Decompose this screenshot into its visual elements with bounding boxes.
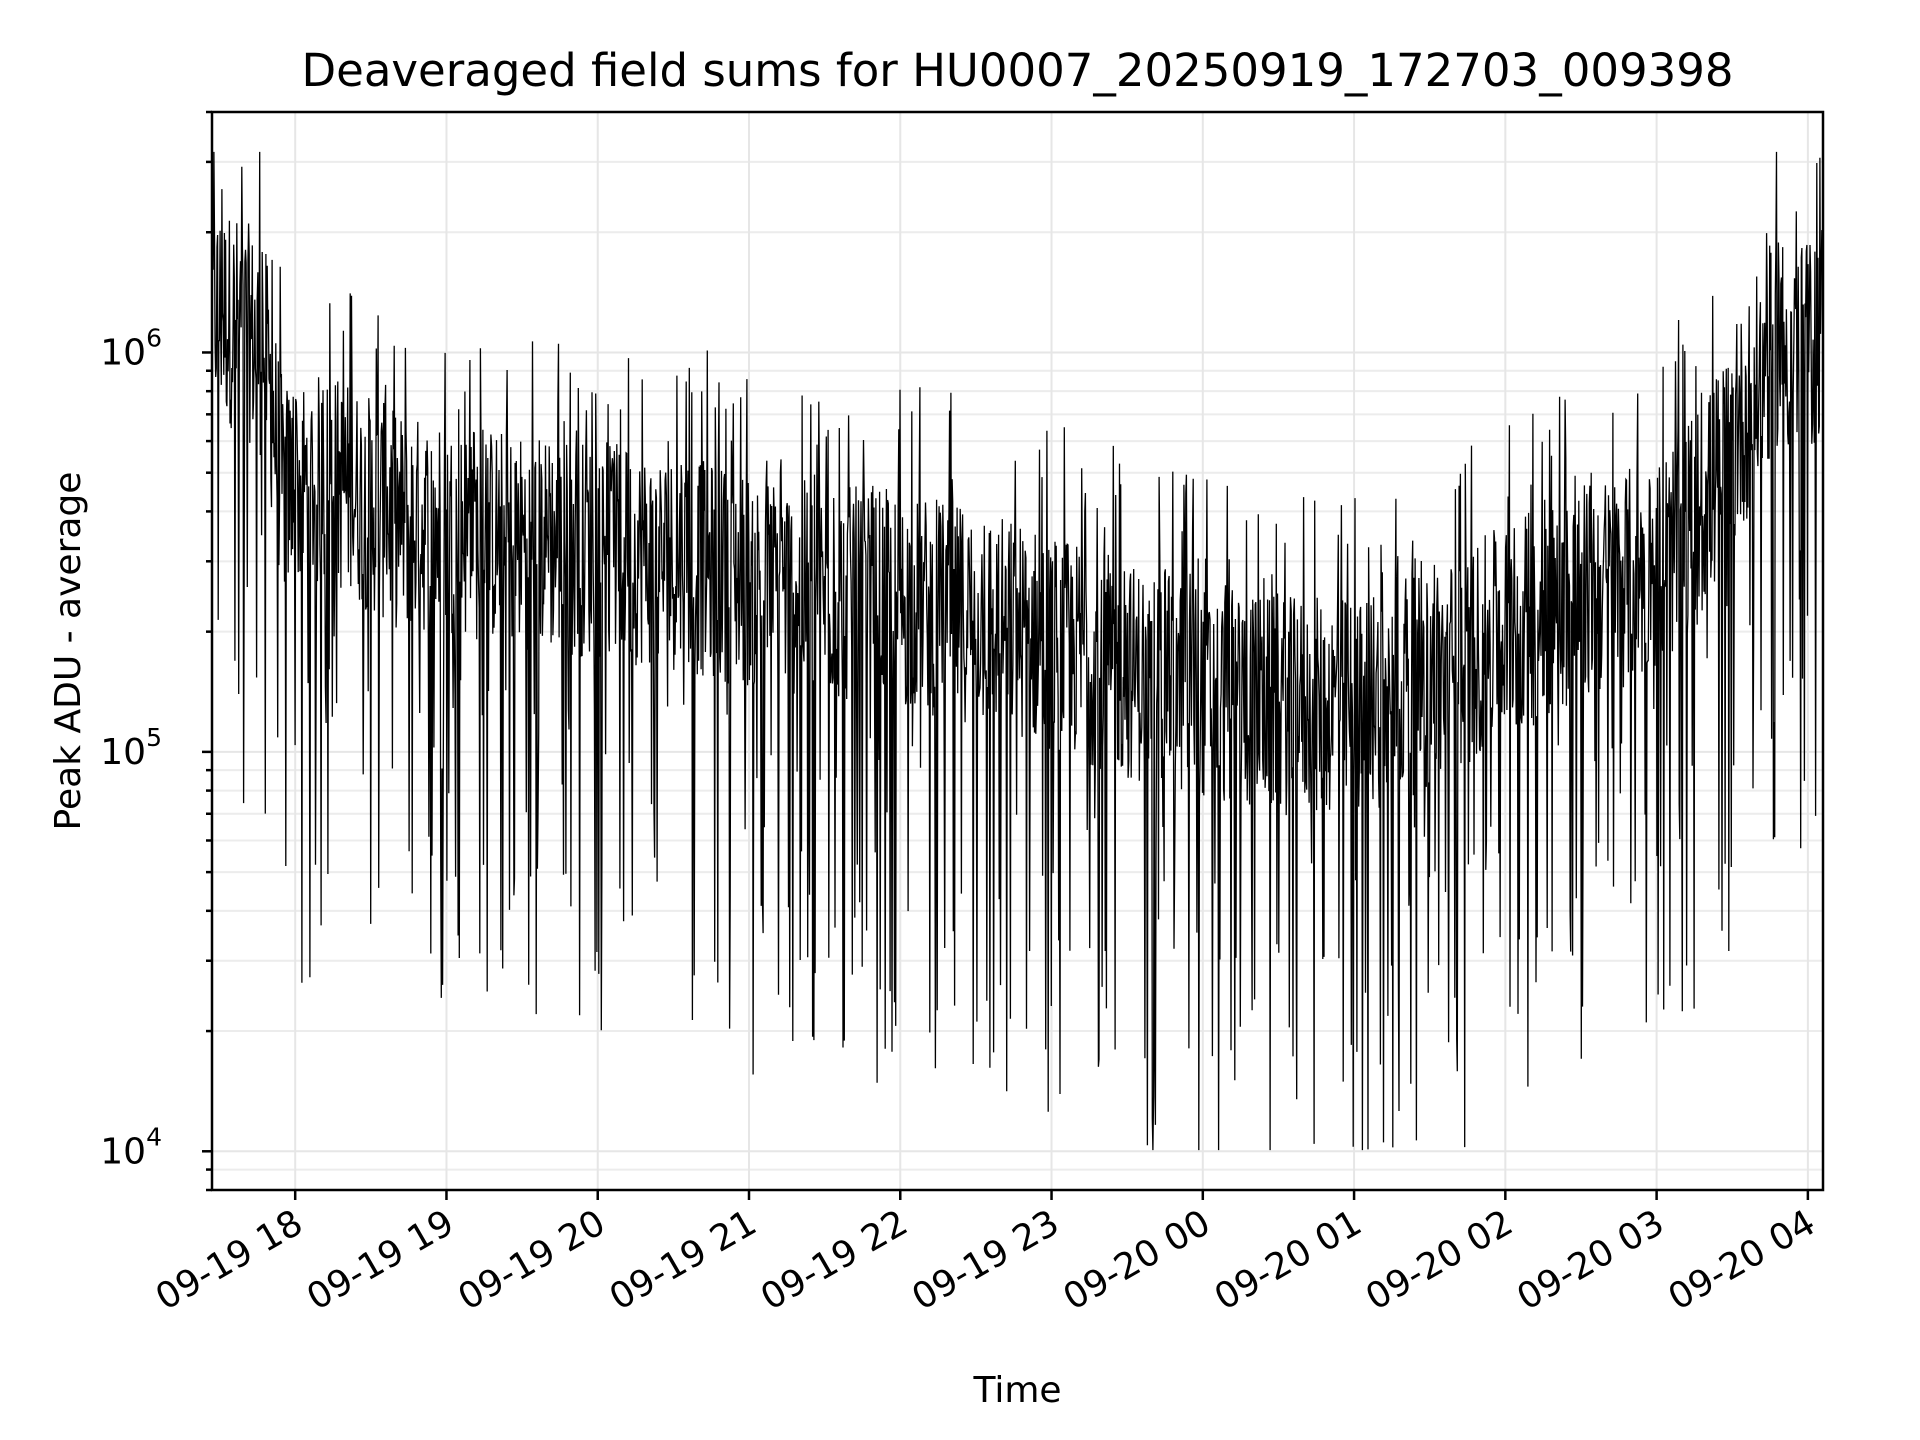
- y-tick-label: 105: [100, 723, 162, 773]
- y-tick-label: 106: [100, 323, 162, 373]
- series-line: [211, 151, 1824, 1151]
- chart-title: Deaveraged field sums for HU0007_2025091…: [302, 44, 1734, 97]
- x-axis-label: Time: [972, 1370, 1061, 1411]
- data-series: [211, 151, 1824, 1151]
- y-axis-label: Peak ADU - average: [48, 472, 89, 831]
- plot-frame: [210, 110, 1825, 1192]
- y-tick-label: 104: [100, 1122, 162, 1172]
